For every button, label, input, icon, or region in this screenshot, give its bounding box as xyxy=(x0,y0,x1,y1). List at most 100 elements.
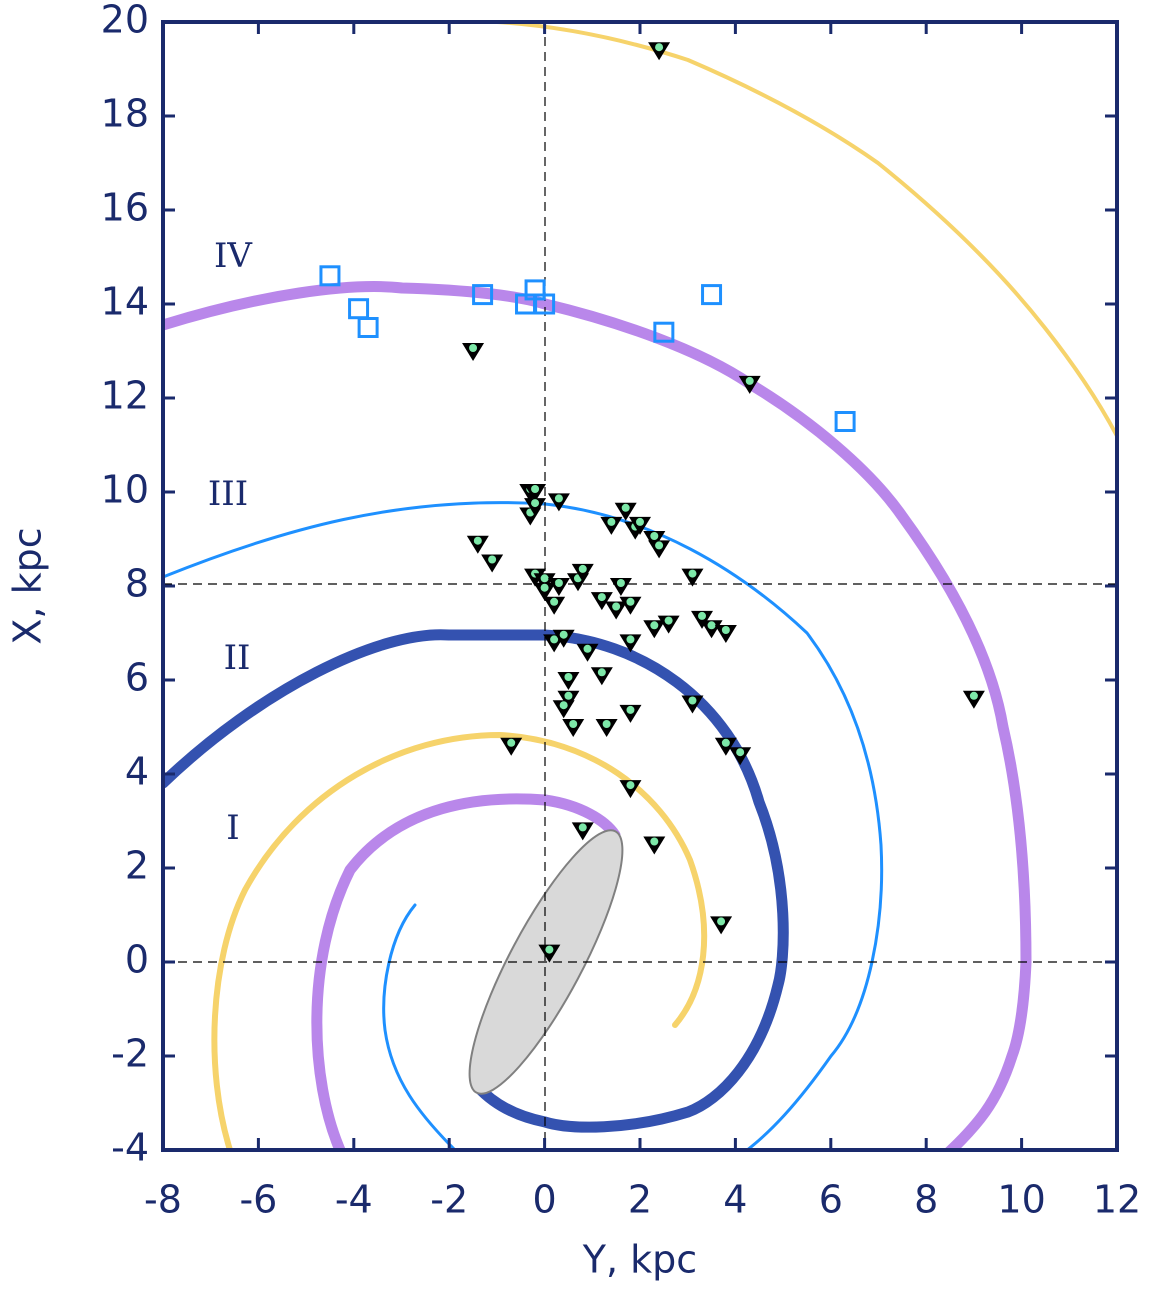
triangle-core xyxy=(578,823,587,832)
point xyxy=(543,596,566,615)
point xyxy=(643,836,666,855)
y-tick-label: 12 xyxy=(101,374,149,418)
triangle-core xyxy=(569,720,578,728)
y-tick-label: -4 xyxy=(111,1126,149,1170)
triangle-core xyxy=(550,597,559,606)
x-tick-label: -8 xyxy=(144,1178,182,1222)
triangle-core xyxy=(626,781,635,790)
point xyxy=(472,284,494,306)
arms xyxy=(163,22,1117,1150)
point xyxy=(590,592,613,611)
y-tick-label: 4 xyxy=(125,750,149,794)
point xyxy=(710,916,733,935)
triangle-core xyxy=(650,532,659,540)
point xyxy=(700,620,723,639)
point xyxy=(729,747,752,766)
point xyxy=(714,737,737,756)
arm-label: II xyxy=(224,638,251,678)
arm-outer-yellow xyxy=(495,22,1117,438)
point xyxy=(552,629,575,648)
point xyxy=(614,502,637,521)
triangle-core xyxy=(554,494,563,503)
triangle-core xyxy=(540,583,549,592)
y-tick-label: 20 xyxy=(101,0,149,42)
point xyxy=(691,610,714,629)
triangle-core xyxy=(621,503,630,512)
triangle-core xyxy=(616,579,625,587)
arm-label: III xyxy=(208,474,248,514)
triangle xyxy=(500,737,523,756)
arm-iii xyxy=(163,501,884,1150)
arm-inner-blue xyxy=(382,903,457,1150)
triangle-core xyxy=(655,541,664,550)
point xyxy=(538,944,561,963)
point xyxy=(681,695,704,714)
triangle-core xyxy=(655,43,664,52)
arm-label: I xyxy=(226,808,239,848)
triangle-core xyxy=(636,517,644,526)
y-tick-label: 16 xyxy=(101,186,149,230)
triangle-core xyxy=(698,611,707,620)
plot-frame xyxy=(161,20,1119,1152)
triangle-core xyxy=(607,517,616,526)
point xyxy=(571,563,594,582)
point xyxy=(562,719,585,737)
y-tick-label: 10 xyxy=(101,468,149,512)
triangle-core xyxy=(597,593,606,602)
point xyxy=(547,493,570,512)
point xyxy=(657,615,680,634)
arm-i-purple xyxy=(311,793,621,1150)
point xyxy=(348,298,370,320)
point xyxy=(481,554,504,573)
x-tick-label: 4 xyxy=(723,1178,747,1222)
y-tick-label: 14 xyxy=(101,280,149,324)
triangle-core xyxy=(531,485,540,493)
marks xyxy=(319,42,985,963)
x-tick-label: 2 xyxy=(628,1178,652,1222)
triangle-core xyxy=(707,621,716,630)
triangle-core xyxy=(473,536,482,545)
y-tick-label: 18 xyxy=(101,92,149,136)
triangle-core xyxy=(559,630,568,639)
x-tick-label: 6 xyxy=(819,1178,843,1222)
y-tick-label: -2 xyxy=(111,1032,149,1076)
point xyxy=(701,284,723,306)
point xyxy=(557,672,580,690)
triangle-core xyxy=(564,691,573,700)
point xyxy=(629,516,651,535)
triangle-core xyxy=(717,917,726,926)
triangle-core xyxy=(602,720,611,728)
y-tick-label: 0 xyxy=(125,938,149,982)
triangle-core xyxy=(531,499,540,508)
triangle-core xyxy=(736,748,745,757)
triangle-core xyxy=(664,616,673,625)
x-tick-label: 8 xyxy=(914,1178,938,1222)
point xyxy=(462,343,485,361)
triangle-core xyxy=(612,602,621,611)
triangle-core xyxy=(721,626,730,634)
x-tick-label: 10 xyxy=(997,1178,1045,1222)
point xyxy=(534,293,556,315)
arm-outer-purple xyxy=(163,281,1032,1150)
point xyxy=(319,265,341,287)
point xyxy=(653,321,675,343)
triangle-core xyxy=(688,696,697,705)
y-tick-label: 2 xyxy=(125,844,149,888)
point xyxy=(714,625,737,643)
point xyxy=(547,578,570,596)
arm-ii xyxy=(163,629,789,1133)
point xyxy=(738,375,761,394)
point xyxy=(619,704,642,723)
point xyxy=(595,719,618,737)
point xyxy=(681,568,704,587)
point xyxy=(648,42,671,61)
point xyxy=(357,317,379,338)
triangle-core xyxy=(545,945,554,954)
x-tick-label: -6 xyxy=(239,1178,277,1222)
point xyxy=(643,620,666,639)
triangle-core xyxy=(554,579,563,587)
triangle-core xyxy=(578,564,587,573)
y-axis-label: X, kpc xyxy=(6,527,50,644)
triangle-core xyxy=(597,668,606,677)
point xyxy=(834,411,856,432)
